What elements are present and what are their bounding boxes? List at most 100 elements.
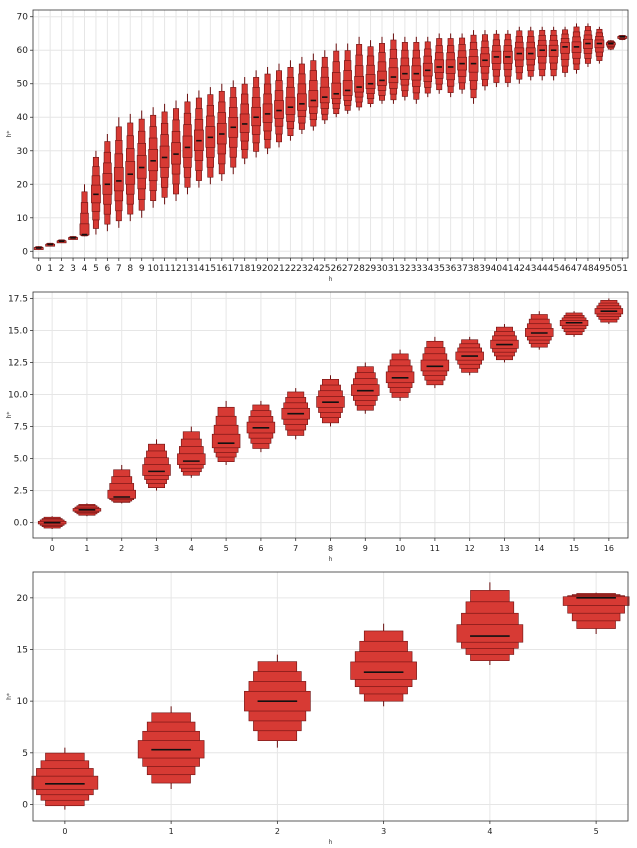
letter-value-box <box>399 65 410 80</box>
x-tick-label: 4 <box>189 544 194 553</box>
x-tick-label: 25 <box>319 264 330 274</box>
x-tick-label: 40 <box>491 264 503 274</box>
x-tick-label: 36 <box>445 264 457 274</box>
y-axis-label: h* <box>6 412 13 419</box>
x-tick-label: 41 <box>502 264 513 274</box>
letter-value-box <box>319 86 330 104</box>
x-tick-label: 12 <box>170 264 181 274</box>
x-tick-label: 7 <box>116 264 122 274</box>
x-tick-label: 16 <box>216 264 228 274</box>
x-tick-label: 11 <box>159 264 170 274</box>
y-tick-label: 50 <box>17 80 29 90</box>
x-tick-label: 14 <box>534 544 544 553</box>
letter-value-box <box>79 223 90 236</box>
y-tick-label: 10 <box>17 697 29 707</box>
x-axis-label: h <box>329 839 333 844</box>
x-tick-label: 1 <box>169 827 174 836</box>
y-tick-label: 5 <box>22 749 28 759</box>
letter-value-box <box>342 80 353 96</box>
y-ticks: 0 5 10 15 20 <box>17 594 33 810</box>
x-tick-label: 50 <box>605 264 617 274</box>
letter-value-box <box>113 167 124 192</box>
x-tick-label: 24 <box>308 264 320 274</box>
x-tick-label: 15 <box>205 264 216 274</box>
x-tick-label: 0 <box>50 544 55 553</box>
x-tick-label: 45 <box>548 264 559 274</box>
axes-frame <box>32 571 629 822</box>
y-tick-label: 15.0 <box>8 326 28 336</box>
x-tick-label: 10 <box>395 544 405 553</box>
x-tick-label: 5 <box>224 544 229 553</box>
x-tick-label: 5 <box>93 264 99 274</box>
y-tick-label: 2.5 <box>14 487 28 497</box>
y-tick-label: 10 <box>17 214 29 224</box>
x-tick-label: 39 <box>479 264 491 274</box>
letter-value-box <box>365 74 376 90</box>
letter-value-box <box>331 82 342 100</box>
y-tick-label: 15 <box>17 645 28 655</box>
x-tick-label: 6 <box>258 544 263 553</box>
x-tick-label: 42 <box>514 264 525 274</box>
letter-value-box <box>420 359 450 372</box>
y-tick-label: 20 <box>17 594 29 604</box>
letter-value-box <box>142 464 171 476</box>
x-tick-label: 3 <box>381 827 386 836</box>
letter-value-box <box>456 624 524 643</box>
letter-value-box <box>560 42 570 54</box>
x-tick-label: 43 <box>525 264 536 274</box>
letter-value-box <box>125 161 136 185</box>
x-tick-label: 9 <box>363 544 368 553</box>
x-axis-label: h <box>329 276 333 283</box>
y-axis-label: h* <box>6 131 13 138</box>
y-tick-label: 7.5 <box>14 423 28 433</box>
x-tick-label: 26 <box>330 264 342 274</box>
boxes <box>31 582 630 810</box>
x-tick-label: 19 <box>250 264 262 274</box>
x-tick-label: 13 <box>182 264 193 274</box>
y-tick-label: 0.0 <box>14 519 29 529</box>
x-tick-label: 20 <box>262 264 274 274</box>
x-tick-label: 29 <box>365 264 377 274</box>
x-tick-label: 4 <box>487 827 492 836</box>
y-tick-label: 17.5 <box>8 294 28 304</box>
letter-value-box <box>354 76 364 93</box>
x-ticks: 0 1 2 3 4 5 <box>62 821 599 836</box>
y-ticks: 0.0 2.5 5.0 7.5 10.0 12.5 15.0 17.5 <box>8 294 33 529</box>
x-tick-label: 10 <box>147 264 159 274</box>
letter-value-box <box>274 100 284 119</box>
chart-panel-2: 0.02.55.07.510.012.515.017.50 1 2 3 4 5 6 7 8 9 10… <box>6 291 629 563</box>
x-tick-label: 31 <box>388 264 399 274</box>
y-tick-label: 70 <box>17 13 29 23</box>
grid <box>33 292 628 538</box>
x-tick-label: 6 <box>105 264 111 274</box>
letter-value-box <box>107 489 136 499</box>
x-tick-label: 46 <box>559 264 571 274</box>
x-tick-label: 47 <box>571 264 582 274</box>
x-tick-label: 51 <box>617 264 628 274</box>
x-tick-label: 17 <box>228 264 239 274</box>
x-tick-label: 33 <box>411 264 422 274</box>
letter-value-box <box>388 67 399 84</box>
x-tick-label: 23 <box>296 264 307 274</box>
letter-value-box <box>308 90 319 108</box>
x-tick-label: 5 <box>594 827 599 836</box>
letter-value-box <box>297 93 307 111</box>
y-tick-label: 30 <box>17 147 29 157</box>
y-tick-label: 20 <box>17 180 29 190</box>
x-tick-label: 21 <box>273 264 284 274</box>
x-tick-label: 32 <box>399 264 410 274</box>
x-tick-label: 7 <box>293 544 298 553</box>
y-tick-label: 10.0 <box>8 391 28 401</box>
x-tick-label: 22 <box>285 264 296 274</box>
x-tick-label: 9 <box>139 264 145 274</box>
x-tick-label: 4 <box>82 264 88 274</box>
x-tick-label: 1 <box>47 264 53 274</box>
x-tick-label: 0 <box>36 264 42 274</box>
x-tick-label: 3 <box>154 544 159 553</box>
x-tick-label: 34 <box>422 264 434 274</box>
letter-value-box <box>31 775 99 790</box>
axes-frame <box>32 9 629 259</box>
y-axis-label: h* <box>6 693 13 700</box>
x-tick-label: 48 <box>582 264 594 274</box>
